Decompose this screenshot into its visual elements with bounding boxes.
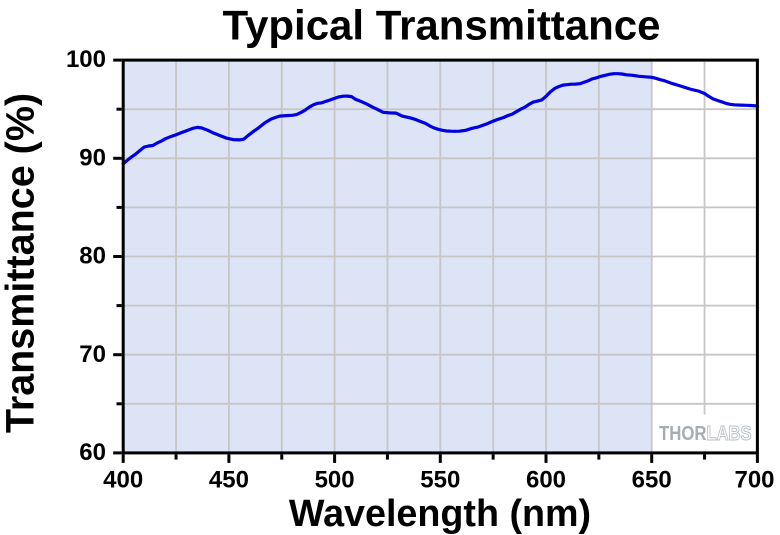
svg-text:80: 80 [79,243,106,270]
svg-text:LABS: LABS [707,423,752,445]
svg-text:450: 450 [209,467,249,494]
svg-text:Typical Transmittance: Typical Transmittance [222,1,660,48]
svg-text:60: 60 [79,439,106,466]
svg-text:70: 70 [79,341,106,368]
svg-text:500: 500 [315,467,355,494]
svg-text:650: 650 [632,467,672,494]
svg-text:THOR: THOR [659,423,707,445]
svg-text:400: 400 [103,467,143,494]
svg-text:90: 90 [79,144,106,171]
svg-text:100: 100 [66,46,106,73]
svg-text:550: 550 [420,467,460,494]
svg-text:Wavelength (nm): Wavelength (nm) [289,492,591,534]
svg-text:700: 700 [734,467,774,494]
svg-text:Transmittance (%): Transmittance (%) [0,93,43,433]
svg-text:600: 600 [526,467,566,494]
